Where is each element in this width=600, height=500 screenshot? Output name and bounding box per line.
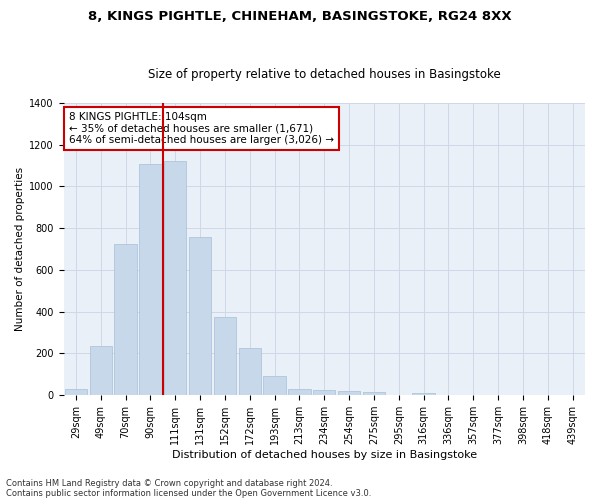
Bar (363, 392, 385, 395)
Bar (239, 348, 261, 395)
Bar (214, 317, 236, 395)
Bar (288, 389, 311, 395)
Title: Size of property relative to detached houses in Basingstoke: Size of property relative to detached ho… (148, 68, 500, 81)
Y-axis label: Number of detached properties: Number of detached properties (15, 167, 25, 331)
Bar (338, 391, 360, 395)
Bar (412, 393, 435, 395)
Bar (139, 164, 161, 395)
Bar (65, 389, 87, 395)
Bar (189, 236, 211, 395)
Bar (115, 244, 137, 395)
Text: 8, KINGS PIGHTLE, CHINEHAM, BASINGSTOKE, RG24 8XX: 8, KINGS PIGHTLE, CHINEHAM, BASINGSTOKE,… (88, 10, 512, 23)
Text: 8 KINGS PIGHTLE: 104sqm
← 35% of detached houses are smaller (1,671)
64% of semi: 8 KINGS PIGHTLE: 104sqm ← 35% of detache… (69, 112, 334, 145)
Bar (89, 346, 112, 395)
Text: Contains HM Land Registry data © Crown copyright and database right 2024.: Contains HM Land Registry data © Crown c… (6, 478, 332, 488)
Text: Contains public sector information licensed under the Open Government Licence v3: Contains public sector information licen… (6, 488, 371, 498)
Bar (263, 376, 286, 395)
Bar (164, 162, 187, 395)
X-axis label: Distribution of detached houses by size in Basingstoke: Distribution of detached houses by size … (172, 450, 477, 460)
Bar (313, 390, 335, 395)
